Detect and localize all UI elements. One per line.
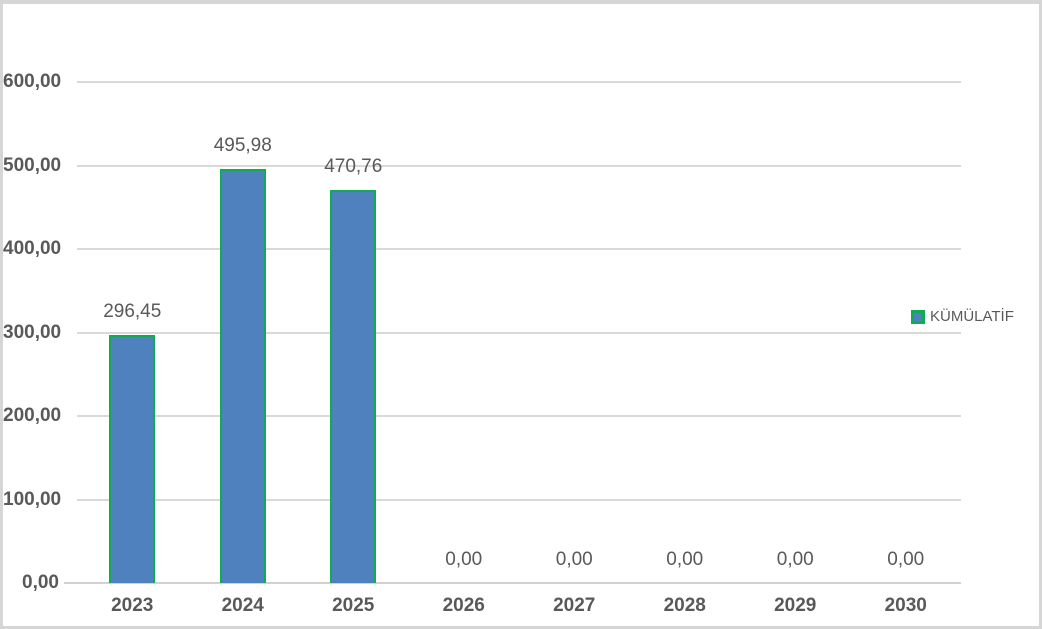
y-axis-tick-label: 600,00: [3, 71, 62, 92]
bar-2023[interactable]: [109, 335, 156, 583]
gridline: [77, 248, 961, 250]
y-axis-tick-label: 400,00: [3, 238, 62, 259]
gridline: [77, 81, 961, 83]
legend[interactable]: KÜMÜLATİF: [911, 308, 1014, 325]
data-label-2025: 470,76: [324, 155, 383, 177]
data-label-2027: 0,00: [555, 549, 593, 570]
y-axis-tick-label: 0,00: [22, 572, 59, 593]
y-axis-tick-label: 100,00: [3, 488, 62, 510]
legend-series-label: KÜMÜLATİF: [930, 308, 1014, 325]
gridline: [77, 498, 961, 501]
legend-series-marker-icon: [911, 309, 925, 324]
data-label-2024: 495,98: [213, 134, 272, 156]
x-axis-tick-label-2026: 2026: [442, 595, 485, 616]
y-axis-tick-label: 500,00: [3, 154, 62, 176]
x-axis-tick-label-2030: 2030: [884, 595, 927, 616]
x-axis-tick-label-2027: 2027: [553, 595, 596, 616]
data-label-2028: 0,00: [666, 549, 704, 570]
data-label-2030: 0,00: [887, 549, 925, 570]
x-axis-tick-label-2028: 2028: [663, 595, 706, 616]
x-axis-tick-label-2025: 2025: [332, 595, 375, 616]
data-label-2023: 296,45: [103, 301, 162, 323]
y-axis-tick-label: 300,00: [3, 321, 62, 343]
x-axis-tick-label-2024: 2024: [221, 595, 264, 616]
x-axis-line: [64, 582, 961, 584]
bar-2025[interactable]: [330, 189, 377, 583]
gridline: [77, 164, 961, 167]
data-label-2029: 0,00: [776, 549, 814, 570]
x-axis-tick-label-2023: 2023: [111, 595, 154, 616]
y-axis-tick-label: 200,00: [3, 405, 62, 426]
data-label-2026: 0,00: [445, 549, 483, 570]
gridline: [77, 331, 961, 334]
bar-2024[interactable]: [219, 168, 266, 583]
x-axis-tick-label-2029: 2029: [774, 595, 817, 616]
gridline: [77, 415, 961, 417]
